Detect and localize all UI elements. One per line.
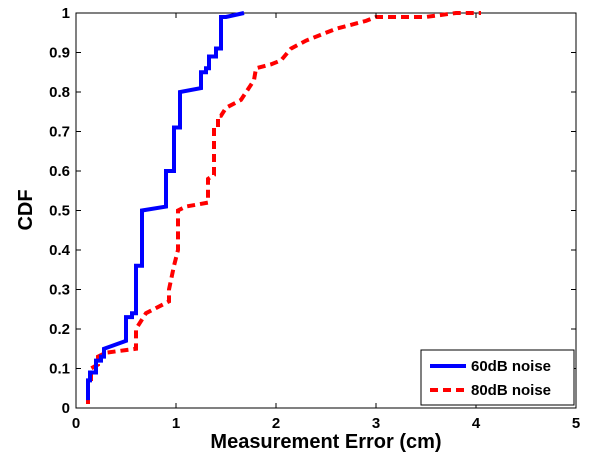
y-tick-label: 0.3 bbox=[49, 282, 70, 299]
y-tick-label: 0.2 bbox=[49, 321, 70, 338]
series-line-0 bbox=[86, 11, 245, 401]
y-tick-label: 0 bbox=[62, 400, 70, 417]
series-line-1 bbox=[86, 11, 481, 405]
y-tick-label: 0.1 bbox=[49, 361, 70, 378]
y-tick-label: 0.5 bbox=[49, 203, 70, 220]
x-tick-label: 0 bbox=[72, 415, 80, 432]
x-tick-label: 5 bbox=[572, 415, 580, 432]
x-tick-label: 2 bbox=[272, 415, 280, 432]
y-tick-label: 1 bbox=[62, 5, 70, 22]
legend-label-60db: 60dB noise bbox=[471, 358, 551, 375]
series-layer bbox=[86, 11, 481, 405]
y-tick-label: 0.8 bbox=[49, 84, 70, 101]
x-tick-label: 3 bbox=[372, 415, 380, 432]
x-tick-label: 4 bbox=[472, 415, 481, 432]
y-tick-label: 0.7 bbox=[49, 124, 70, 141]
y-tick-label: 0.9 bbox=[49, 45, 70, 62]
x-tick-label: 1 bbox=[172, 415, 180, 432]
x-axis: 0 1 2 3 4 5 bbox=[72, 13, 580, 432]
legend: 60dB noise 80dB noise bbox=[420, 349, 575, 406]
legend-label-80db: 80dB noise bbox=[471, 382, 551, 399]
y-axis: 0 0.1 0.2 0.3 0.4 0.5 0.6 0.7 0.8 0.9 1 bbox=[49, 5, 576, 417]
x-axis-title: Measurement Error (cm) bbox=[210, 431, 441, 453]
legend-box bbox=[420, 349, 575, 406]
y-tick-label: 0.4 bbox=[49, 242, 71, 259]
y-axis-title: CDF bbox=[15, 189, 37, 230]
y-tick-label: 0.6 bbox=[49, 163, 70, 180]
plot-area bbox=[75, 12, 577, 409]
